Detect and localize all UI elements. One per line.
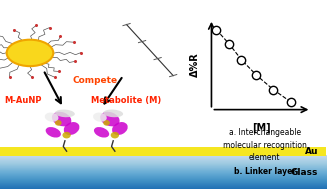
Ellipse shape — [63, 132, 71, 138]
Bar — [0, 147, 326, 156]
Ellipse shape — [52, 112, 71, 126]
Text: a. Interchangeable: a. Interchangeable — [229, 128, 301, 137]
Ellipse shape — [103, 110, 123, 117]
Text: element: element — [249, 153, 280, 162]
Ellipse shape — [94, 127, 109, 138]
Text: Metabolite (M): Metabolite (M) — [92, 96, 162, 105]
Text: Glass: Glass — [291, 168, 318, 177]
Text: molecular recognition: molecular recognition — [223, 141, 307, 150]
Text: Compete: Compete — [72, 76, 118, 85]
Ellipse shape — [46, 127, 61, 138]
Circle shape — [7, 40, 53, 66]
Text: M-AuNP: M-AuNP — [5, 96, 42, 105]
Ellipse shape — [111, 132, 119, 138]
Ellipse shape — [93, 113, 107, 122]
Ellipse shape — [45, 113, 59, 122]
Ellipse shape — [55, 120, 62, 126]
Ellipse shape — [64, 122, 80, 135]
Text: Δ%R: Δ%R — [190, 52, 200, 77]
Ellipse shape — [100, 112, 120, 126]
Text: b. Linker layer: b. Linker layer — [234, 167, 296, 176]
Ellipse shape — [55, 110, 75, 117]
Ellipse shape — [112, 122, 128, 135]
Text: Au: Au — [304, 147, 318, 156]
Text: [M]: [M] — [252, 123, 271, 133]
Ellipse shape — [103, 120, 110, 126]
